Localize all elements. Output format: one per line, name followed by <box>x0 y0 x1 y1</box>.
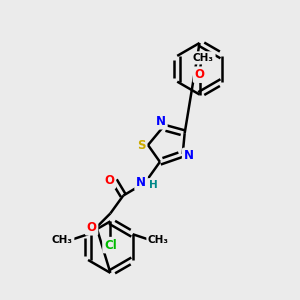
Text: Cl: Cl <box>104 238 117 252</box>
Text: CH₃: CH₃ <box>193 53 214 63</box>
Text: CH₃: CH₃ <box>52 235 73 245</box>
Text: O: O <box>194 68 205 81</box>
Text: N: N <box>156 115 166 128</box>
Text: O: O <box>86 221 97 234</box>
Text: H: H <box>148 180 157 190</box>
Text: N: N <box>184 149 194 162</box>
Text: CH₃: CH₃ <box>148 235 169 245</box>
Text: O: O <box>104 174 114 187</box>
Text: N: N <box>136 176 146 189</box>
Text: S: S <box>137 139 145 152</box>
